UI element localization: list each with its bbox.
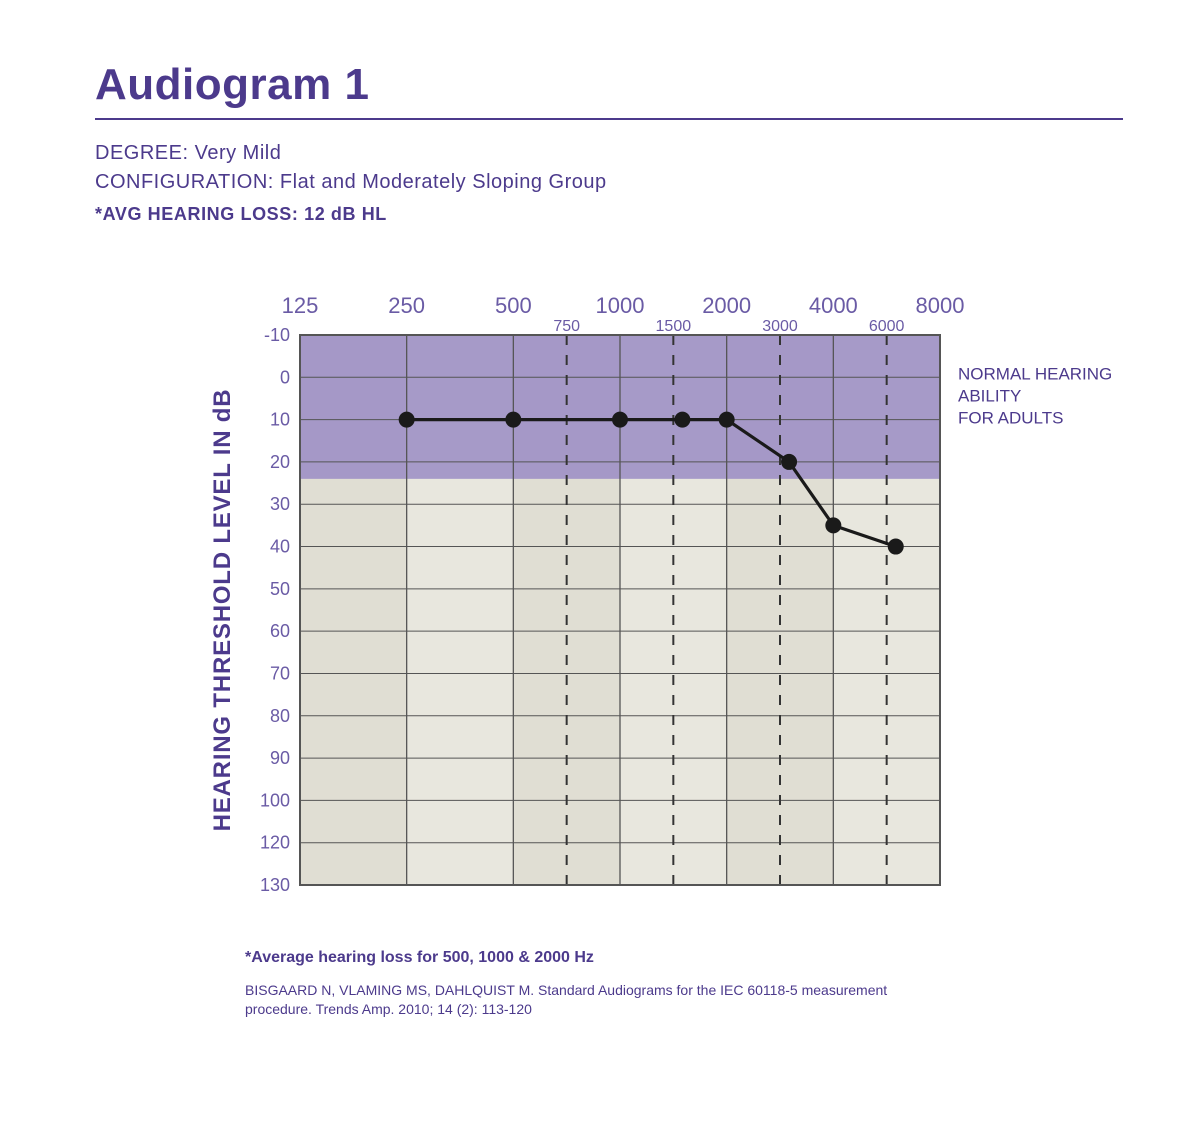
- title-rule: [95, 118, 1123, 120]
- y-tick: 30: [270, 494, 290, 514]
- y-tick: -10: [264, 325, 290, 345]
- y-tick: 0: [280, 367, 290, 387]
- configuration-value: Flat and Moderately Sloping Group: [280, 171, 607, 193]
- x-tick-major: 8000: [916, 293, 965, 318]
- normal-hearing-label: ABILITY: [958, 386, 1021, 405]
- degree-line: DEGREE: Very Mild: [95, 142, 1123, 165]
- y-tick: 70: [270, 663, 290, 683]
- degree-label: DEGREE:: [95, 142, 189, 164]
- x-tick-minor: 3000: [762, 318, 798, 335]
- y-tick: 20: [270, 452, 290, 472]
- citation: BISGAARD N, VLAMING MS, DAHLQUIST M. Sta…: [245, 981, 945, 1019]
- x-tick-minor: 6000: [869, 318, 905, 335]
- degree-value: Very Mild: [195, 142, 282, 164]
- audiogram-svg: FREQUENCY (Hz)12525050010002000400080007…: [95, 285, 1123, 925]
- page-title: Audiogram 1: [95, 60, 1123, 110]
- y-tick: 90: [270, 748, 290, 768]
- threshold-marker: [612, 412, 628, 428]
- avg-loss-value: 12 dB HL: [304, 204, 387, 224]
- x-tick-major: 2000: [702, 293, 751, 318]
- normal-hearing-label: NORMAL HEARING: [958, 364, 1112, 383]
- y-axis-title: HEARING THRESHOLD LEVEL IN dB: [209, 389, 236, 832]
- y-tick: 130: [260, 875, 290, 895]
- threshold-marker: [674, 412, 690, 428]
- configuration-line: CONFIGURATION: Flat and Moderately Slopi…: [95, 171, 1123, 194]
- avg-loss-line: *AVG HEARING LOSS: 12 dB HL: [95, 204, 1123, 225]
- y-tick: 40: [270, 537, 290, 557]
- y-tick: 80: [270, 706, 290, 726]
- y-tick: 100: [260, 790, 290, 810]
- avg-loss-label: *AVG HEARING LOSS:: [95, 204, 298, 224]
- x-tick-major: 500: [495, 293, 532, 318]
- footnote: *Average hearing loss for 500, 1000 & 20…: [245, 949, 1123, 967]
- y-tick: 120: [260, 833, 290, 853]
- y-tick: 10: [270, 410, 290, 430]
- threshold-marker: [825, 517, 841, 533]
- threshold-marker: [719, 412, 735, 428]
- x-tick-major: 250: [388, 293, 425, 318]
- configuration-label: CONFIGURATION:: [95, 171, 274, 193]
- x-tick-minor: 1500: [656, 318, 692, 335]
- audiogram-chart: FREQUENCY (Hz)12525050010002000400080007…: [95, 285, 1123, 925]
- threshold-marker: [505, 412, 521, 428]
- threshold-marker: [781, 454, 797, 470]
- x-tick-major: 4000: [809, 293, 858, 318]
- y-tick: 50: [270, 579, 290, 599]
- normal-hearing-label: FOR ADULTS: [958, 408, 1063, 427]
- x-tick-major: 125: [282, 293, 319, 318]
- x-tick-minor: 750: [553, 318, 580, 335]
- threshold-marker: [399, 412, 415, 428]
- y-tick: 60: [270, 621, 290, 641]
- threshold-marker: [888, 539, 904, 555]
- x-tick-major: 1000: [596, 293, 645, 318]
